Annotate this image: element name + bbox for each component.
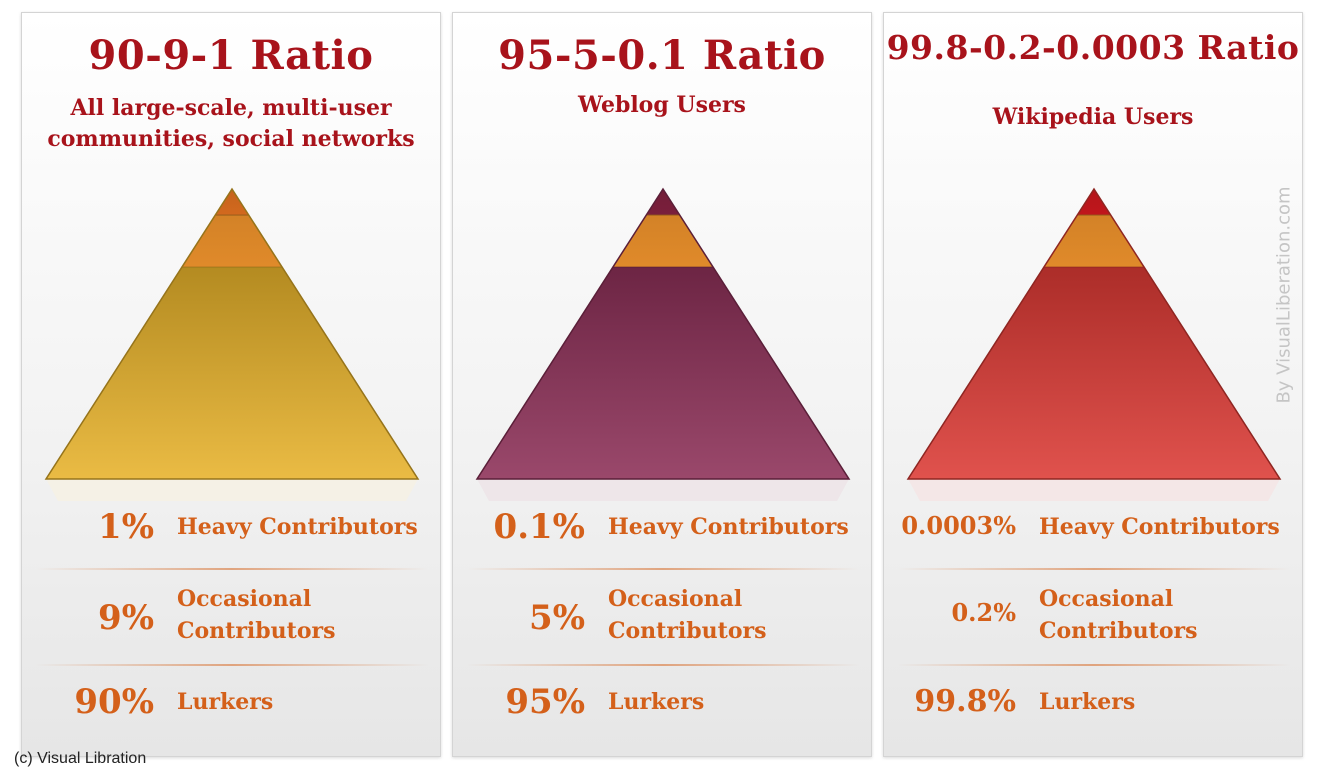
percent-value: 0.0003%: [901, 511, 1016, 540]
pyramid-segment-heavy: [1076, 188, 1112, 216]
row-divider: [898, 664, 1290, 666]
row-divider: [898, 568, 1290, 570]
segment-label: Occasional Contributors: [608, 583, 868, 647]
legend-row: 9% Occasional Contributors: [22, 578, 442, 658]
segment-label-line: Lurkers: [608, 689, 705, 715]
row-divider: [36, 664, 428, 666]
segment-label-line: Contributors: [1039, 618, 1198, 644]
segment-label: Lurkers: [1039, 686, 1299, 718]
chart-title: 90-9-1 Ratio: [88, 32, 374, 79]
legend-row: 90% Lurkers: [22, 676, 442, 732]
percent-value: 95%: [505, 682, 585, 722]
segment-label-line: Heavy Contributors: [177, 514, 418, 540]
pyramid-segment-heavy: [645, 188, 681, 216]
row-divider: [467, 664, 859, 666]
segment-label: Lurkers: [177, 686, 437, 718]
legend-row: 99.8% Lurkers: [884, 676, 1304, 732]
pyramid-segment-lurkers: [907, 266, 1281, 480]
chart-title: 99.8-0.2-0.0003 Ratio: [886, 28, 1300, 67]
pyramid-outline: [906, 187, 1282, 480]
pyramid-segment-lurkers: [476, 266, 850, 480]
pyramid: [44, 187, 420, 501]
segment-label-line: Lurkers: [1039, 689, 1136, 715]
percent-value: 0.1%: [493, 507, 585, 547]
legend-row: 1% Heavy Contributors: [22, 501, 442, 557]
pyramid: [475, 187, 851, 501]
percent-value: 9%: [98, 598, 154, 638]
percent-value: 90%: [74, 682, 154, 722]
segment-label-line: Heavy Contributors: [608, 514, 849, 540]
subtitle-line: communities, social networks: [47, 126, 415, 152]
percent-value: 99.8%: [914, 684, 1016, 719]
subtitle-line: Wikipedia Users: [992, 104, 1194, 130]
segment-label: Lurkers: [608, 686, 868, 718]
row-divider: [36, 568, 428, 570]
pyramid-segment-occasional: [611, 214, 715, 268]
legend-row: 0.1% Heavy Contributors: [453, 501, 873, 557]
chart-title: 95-5-0.1 Ratio: [498, 32, 826, 79]
segment-label: Heavy Contributors: [177, 511, 437, 543]
percent-value: 5%: [529, 598, 585, 638]
panel-95-5-0-1: 95-5-0.1 Ratio Weblog Users 0.1% Heavy Cont…: [452, 12, 872, 757]
segment-label-line: Contributors: [608, 618, 767, 644]
chart-subtitle: All large-scale, multi-user communities, …: [22, 93, 440, 155]
panel-99-8-0-2-0-0003: 99.8-0.2-0.0003 Ratio Wikipedia Users 0.00…: [883, 12, 1303, 757]
pyramid-reflection: [908, 479, 1280, 501]
segment-label: Heavy Contributors: [1039, 511, 1299, 543]
legend-row: 5% Occasional Contributors: [453, 578, 873, 658]
percent-value: 0.2%: [951, 598, 1016, 627]
watermark: By VisualLiberation.com: [1273, 186, 1295, 404]
legend-row: 0.2% Occasional Contributors: [884, 578, 1304, 658]
chart-subtitle: Wikipedia Users: [884, 102, 1302, 133]
segment-label-line: Heavy Contributors: [1039, 514, 1280, 540]
chart-subtitle: Weblog Users: [453, 90, 871, 121]
percent-value: 1%: [98, 507, 154, 547]
segment-label-line: Occasional: [177, 586, 312, 612]
segment-label-line: Occasional: [1039, 586, 1174, 612]
pyramid-reflection: [46, 479, 418, 501]
segment-label-line: Lurkers: [177, 689, 274, 715]
panel-90-9-1: 90-9-1 Ratio All large-scale, multi-user c…: [21, 12, 441, 757]
copyright-text: (c) Visual Libration: [14, 750, 147, 767]
pyramid-outline: [44, 187, 420, 480]
pyramid-segment-lurkers: [45, 266, 419, 480]
pyramid: [906, 187, 1282, 501]
legend-row: 0.0003% Heavy Contributors: [884, 501, 1304, 557]
pyramid-reflection: [477, 479, 849, 501]
segment-label-line: Contributors: [177, 618, 336, 644]
pyramid-segment-heavy: [214, 188, 250, 216]
pyramid-segment-occasional: [180, 214, 284, 268]
segment-label-line: Occasional: [608, 586, 743, 612]
row-divider: [467, 568, 859, 570]
segment-label: Occasional Contributors: [1039, 583, 1299, 647]
pyramid-segment-occasional: [1042, 214, 1146, 268]
segment-label: Heavy Contributors: [608, 511, 868, 543]
subtitle-line: All large-scale, multi-user: [70, 95, 392, 121]
legend-row: 95% Lurkers: [453, 676, 873, 732]
pyramid-outline: [475, 187, 851, 480]
subtitle-line: Weblog Users: [578, 92, 746, 118]
segment-label: Occasional Contributors: [177, 583, 437, 647]
